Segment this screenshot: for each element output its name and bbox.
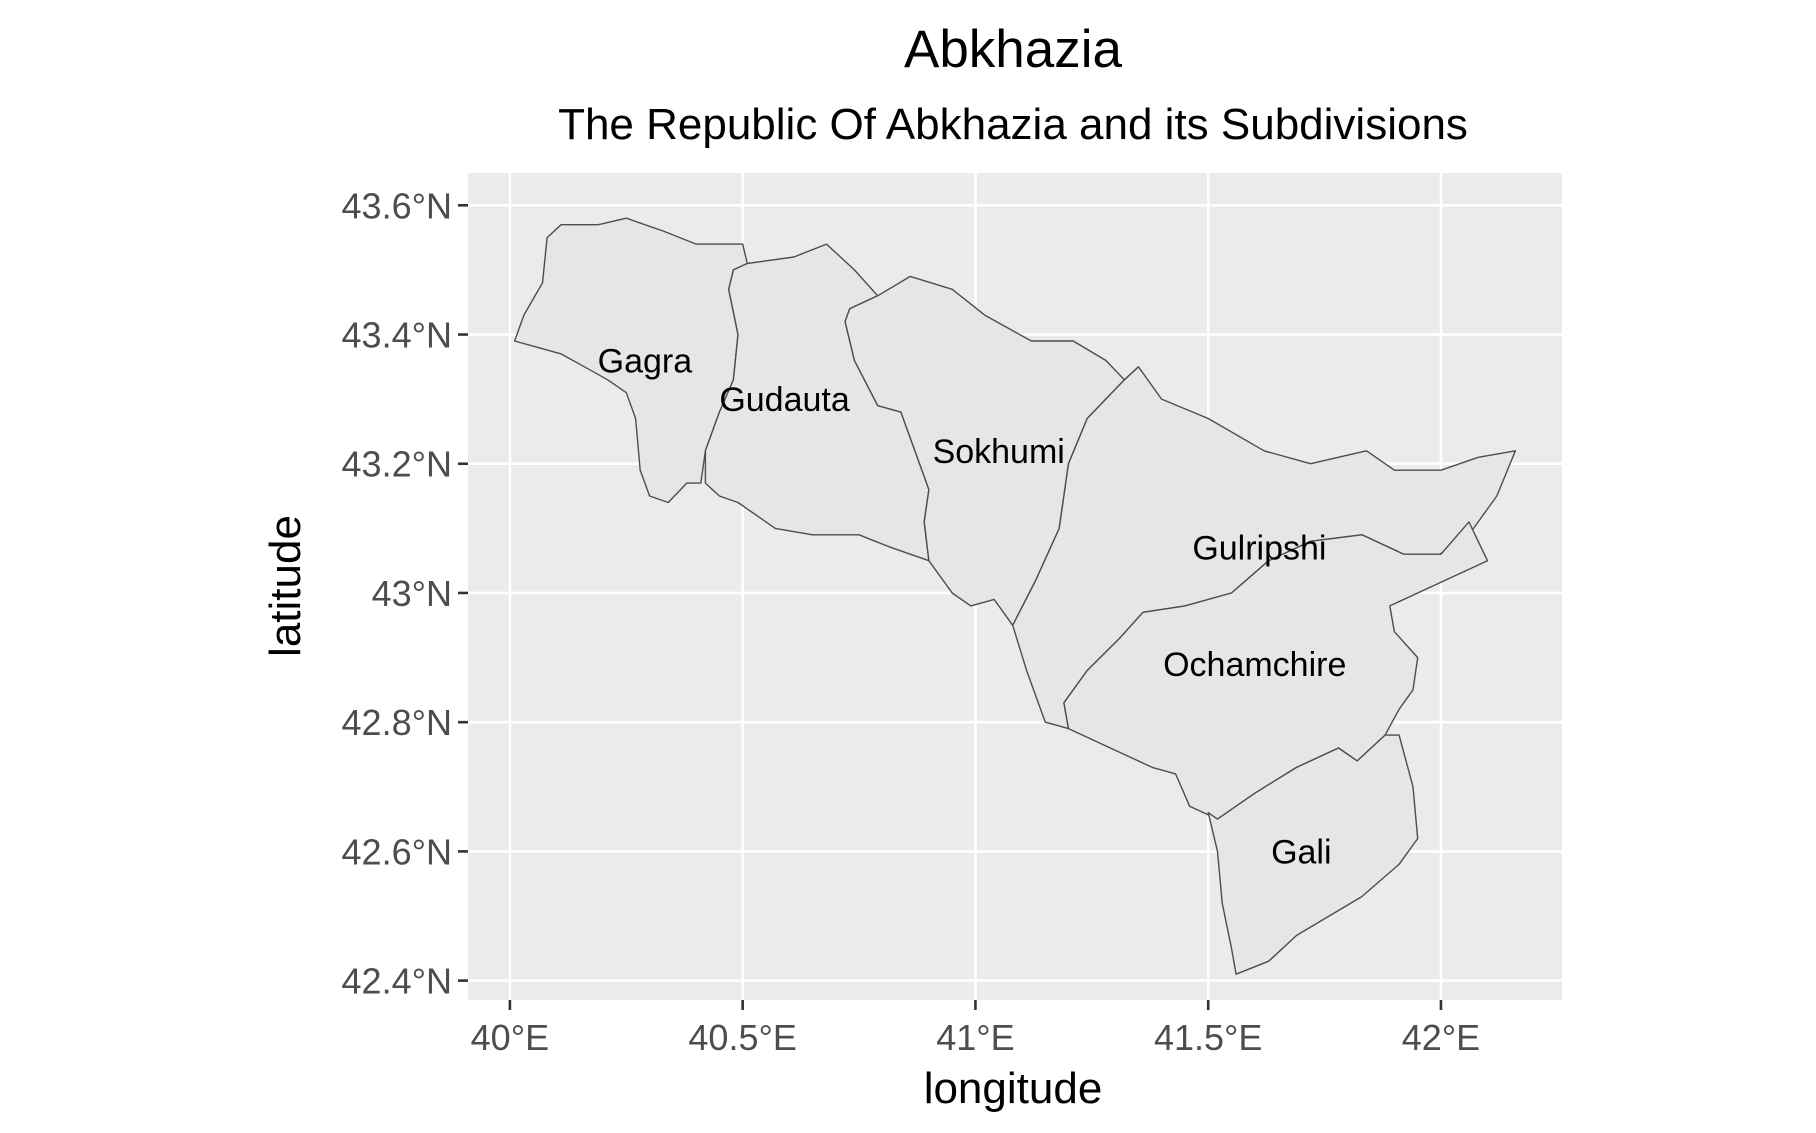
x-tick-label-41-5-e: 41.5°E	[1154, 1017, 1262, 1058]
y-tick-label-42-6-n: 42.6°N	[342, 831, 452, 872]
region-labels: Gagra Gudauta Sokhumi Gulripshi Ochamchire Ga…	[598, 342, 1347, 871]
region-label-ochamchire: Ochamchire	[1163, 646, 1346, 684]
region-label-gagra: Gagra	[598, 342, 693, 380]
region-label-gali: Gali	[1271, 833, 1331, 871]
y-tick-label-43-n: 43°N	[372, 573, 452, 614]
x-tick-label-42-e: 42°E	[1402, 1017, 1480, 1058]
x-tick-label-40-e: 40°E	[471, 1017, 549, 1058]
region-polygons	[513, 217, 1517, 975]
chart-title: Abkhazia	[904, 20, 1123, 79]
y-tick-label-42-8-n: 42.8°N	[342, 702, 452, 743]
region-label-gulripshi: Gulripshi	[1192, 530, 1326, 568]
region-gali	[1207, 734, 1419, 975]
y-tick-label-43-4-n: 43.4°N	[342, 315, 452, 356]
x-axis-title: longitude	[924, 1064, 1103, 1113]
x-tick-label-40-5-e: 40.5°E	[688, 1017, 796, 1058]
y-tick-label-43-2-n: 43.2°N	[342, 444, 452, 485]
y-tick-label-43-6-n: 43.6°N	[342, 185, 452, 226]
region-ochamchire	[1063, 521, 1489, 820]
region-label-gudauta: Gudauta	[719, 381, 850, 419]
region-label-sokhumi: Sokhumi	[933, 433, 1065, 471]
chart-subtitle: The Republic Of Abkhazia and its Subdivi…	[558, 100, 1468, 149]
y-tick-label-42-4-n: 42.4°N	[342, 961, 452, 1002]
x-tick-label-41-e: 41°E	[936, 1017, 1014, 1058]
axes: 40°E 40.5°E 41°E 41.5°E 42°E 42.4°N 42.6°N 42.8…	[342, 185, 1481, 1058]
y-axis-title: latitude	[261, 515, 310, 657]
